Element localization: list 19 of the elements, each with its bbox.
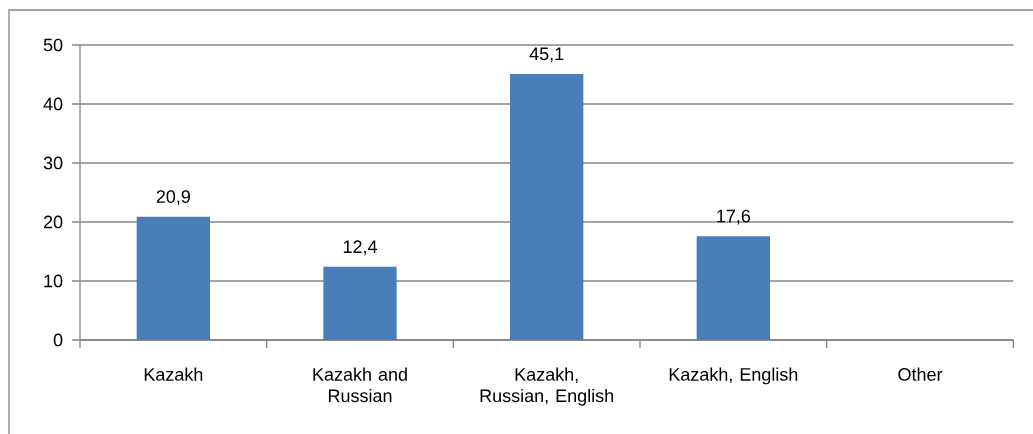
data-label: 45,1 xyxy=(529,47,564,63)
y-tick-label: 0 xyxy=(53,333,63,347)
x-tick-label: Kazakh, Russian, English xyxy=(480,367,614,406)
bar xyxy=(136,216,211,340)
data-label: 17,6 xyxy=(717,209,751,225)
y-tick-label: 10 xyxy=(44,274,63,288)
y-tick-label: 30 xyxy=(43,156,63,170)
y-tick-label: 40 xyxy=(43,97,63,111)
x-tick-label: Kazakh and Russian xyxy=(313,367,407,403)
data-label: 20,9 xyxy=(156,190,190,206)
x-tick-label: Other xyxy=(898,367,943,381)
data-label: 12,4 xyxy=(343,240,377,256)
bar xyxy=(510,73,584,340)
bar xyxy=(696,236,770,340)
x-tick-label: Kazakh xyxy=(144,367,203,381)
y-tick-label: 50 xyxy=(43,38,63,52)
x-tick-label: Kazakh, English xyxy=(669,367,798,385)
y-tick-label: 20 xyxy=(43,215,63,229)
bar xyxy=(323,266,397,340)
